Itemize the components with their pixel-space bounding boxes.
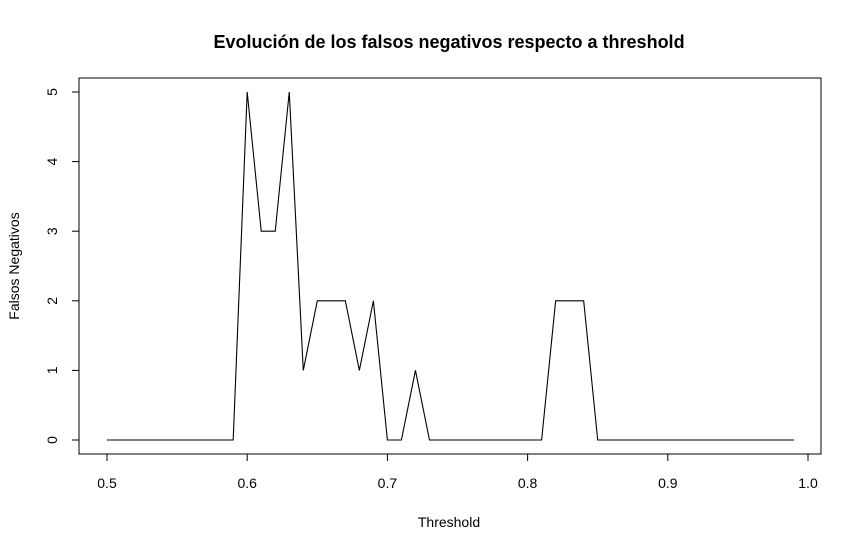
x-tick-label: 0.9 [658, 475, 678, 491]
y-tick-label: 3 [44, 227, 60, 235]
y-axis-label: Falsos Negativos [6, 212, 22, 319]
y-tick-label: 1 [44, 366, 60, 374]
series-group [107, 91, 794, 441]
y-axis: 0 1 2 3 4 5 [44, 88, 80, 444]
x-tick-label: 1.0 [798, 475, 818, 491]
plot-area [78, 77, 822, 455]
chart-title: Evolución de los falsos negativos respec… [213, 32, 684, 52]
x-tick-label: 0.5 [97, 475, 117, 491]
x-tick-label: 0.6 [237, 475, 257, 491]
y-tick-label: 5 [44, 88, 60, 96]
x-tick-label: 0.8 [518, 475, 538, 491]
y-tick-label: 4 [44, 157, 60, 165]
x-tick-label: 0.7 [378, 475, 398, 491]
x-axis-label: Threshold [418, 514, 480, 530]
x-axis: 0.5 0.6 0.7 0.8 0.9 1.0 [97, 453, 818, 491]
y-tick-label: 0 [44, 436, 60, 444]
y-tick-label: 2 [44, 297, 60, 305]
series-line-0 [107, 91, 794, 441]
